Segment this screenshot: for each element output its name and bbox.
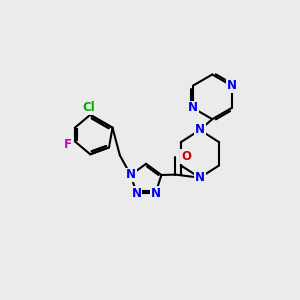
Text: Cl: Cl xyxy=(82,101,95,114)
Text: N: N xyxy=(195,171,205,184)
Text: N: N xyxy=(151,187,160,200)
Text: F: F xyxy=(64,137,72,151)
Text: N: N xyxy=(126,169,136,182)
Text: O: O xyxy=(181,150,191,164)
Text: N: N xyxy=(131,187,142,200)
Text: N: N xyxy=(188,101,198,115)
Text: N: N xyxy=(195,123,205,136)
Text: N: N xyxy=(226,79,237,92)
